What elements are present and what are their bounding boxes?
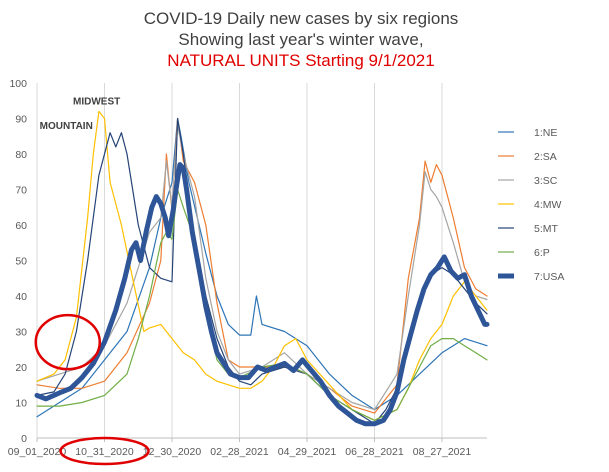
legend: 1:NE 2:SA 3:SC 4:MW 5:MT 6:P 7:USA bbox=[498, 127, 564, 283]
y-tick-label: 50 bbox=[15, 256, 27, 268]
legend-label: 4:MW bbox=[534, 199, 562, 211]
legend-label: 6:P bbox=[534, 247, 550, 259]
series-lines bbox=[34, 110, 490, 427]
x-tick-label: 09_01_2020 bbox=[8, 446, 67, 458]
y-tick-label: 0 bbox=[21, 433, 27, 445]
highlight-circle bbox=[34, 313, 101, 371]
y-tick-label: 100 bbox=[9, 78, 27, 90]
x-axis: 09_01_2020 10_31_2020 12_30_2020 02_28_2021… bbox=[8, 438, 472, 458]
annotations: MIDWEST MOUNTAIN bbox=[34, 96, 150, 466]
chart-title: COVID-19 Daily new cases by six regions S… bbox=[144, 9, 459, 70]
series-line-7usa bbox=[34, 162, 490, 427]
legend-label: 7:USA bbox=[534, 271, 564, 283]
x-tick-label: 02_28_2021 bbox=[210, 446, 269, 458]
y-tick-label: 30 bbox=[15, 327, 27, 339]
x-tick-label: 10_31_2020 bbox=[75, 446, 134, 458]
series-line-1ne bbox=[36, 117, 488, 418]
y-axis: 0 10 20 30 40 50 60 70 80 90 100 bbox=[9, 78, 27, 445]
legend-label: 5:MT bbox=[534, 223, 559, 235]
grid-lines bbox=[36, 83, 487, 439]
annotation-label: MOUNTAIN bbox=[40, 121, 93, 132]
series-line-4mw bbox=[36, 110, 488, 421]
highlight-circle bbox=[59, 436, 150, 466]
legend-label: 3:SC bbox=[534, 175, 558, 187]
x-tick-label: 08_27_2021 bbox=[413, 446, 472, 458]
y-tick-label: 60 bbox=[15, 220, 27, 232]
y-tick-label: 10 bbox=[15, 398, 27, 410]
title-line-0: COVID-19 Daily new cases by six regions bbox=[144, 9, 459, 28]
annotation-label: MIDWEST bbox=[73, 96, 120, 107]
title-line-2: NATURAL UNITS Starting 9/1/2021 bbox=[167, 51, 434, 70]
y-tick-label: 20 bbox=[15, 362, 27, 374]
y-tick-label: 80 bbox=[15, 149, 27, 161]
title-line-1: Showing last year's winter wave, bbox=[178, 30, 423, 49]
y-tick-label: 40 bbox=[15, 291, 27, 303]
y-tick-label: 70 bbox=[15, 185, 27, 197]
x-tick-label: 06_28_2021 bbox=[345, 446, 404, 458]
x-tick-label: 12_30_2020 bbox=[143, 446, 202, 458]
legend-label: 2:SA bbox=[534, 151, 557, 163]
legend-label: 1:NE bbox=[534, 127, 557, 139]
x-tick-label: 04_29_2021 bbox=[278, 446, 337, 458]
y-tick-label: 90 bbox=[15, 114, 27, 126]
